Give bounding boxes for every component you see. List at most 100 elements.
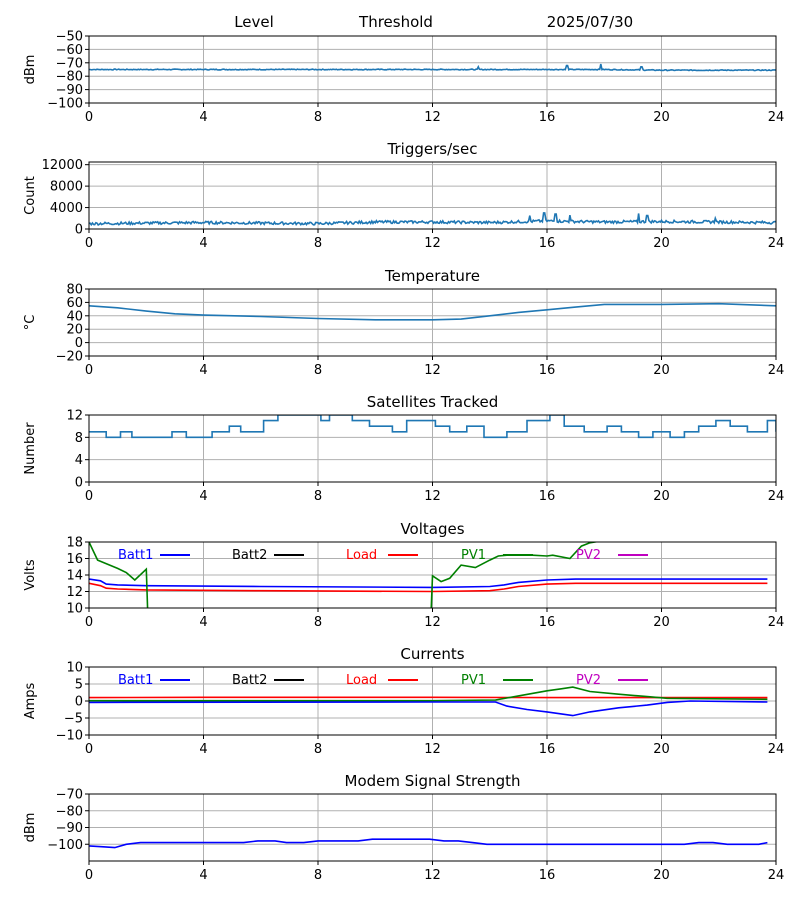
x-tick-label: 24 [768, 236, 785, 251]
x-tick-label: 20 [653, 236, 670, 251]
x-tick-label: 8 [314, 742, 322, 757]
y-tick-label: −5 [64, 712, 83, 727]
header-level: Level [234, 13, 274, 31]
plot-area [89, 686, 768, 717]
y-tick-label: 14 [66, 569, 83, 584]
plot-area [89, 302, 776, 321]
x-tick-label: 24 [768, 868, 785, 883]
legend-label: Load [346, 673, 377, 688]
y-tick-label: −50 [56, 30, 83, 45]
plot-area [89, 415, 776, 439]
x-tick-label: 12 [424, 615, 441, 630]
legend-label: PV1 [461, 673, 486, 688]
y-tick-label: −100 [47, 838, 83, 853]
x-tick-label: 0 [85, 742, 93, 757]
x-tick-label: 0 [85, 236, 93, 251]
x-tick-label: 24 [768, 615, 785, 630]
y-tick-label: 0 [75, 695, 83, 710]
legend-label: PV2 [576, 673, 601, 688]
x-tick-label: 12 [424, 110, 441, 125]
chart-title: Voltages [400, 520, 464, 538]
header-date: 2025/07/30 [547, 13, 633, 31]
series-line-data [89, 415, 776, 439]
series-line-data [89, 212, 776, 227]
x-tick-label: 16 [539, 236, 556, 251]
legend-label: Batt1 [118, 548, 153, 563]
chart-title: Modem Signal Strength [345, 772, 521, 790]
x-tick-label: 8 [314, 489, 322, 504]
plot-area [89, 63, 776, 72]
plot-area [89, 838, 768, 849]
legend-label: PV2 [576, 548, 601, 563]
x-tick-label: 24 [768, 489, 785, 504]
series-line-pv1 [89, 686, 768, 702]
y-axis-label: dBm [23, 55, 38, 85]
x-tick-label: 20 [653, 110, 670, 125]
legend-label: Batt1 [118, 673, 153, 688]
y-tick-label: 16 [66, 552, 83, 567]
series-line-batt1 [89, 700, 768, 717]
y-tick-label: 8 [75, 431, 83, 446]
y-tick-label: −70 [56, 56, 83, 71]
x-tick-label: 16 [539, 110, 556, 125]
y-tick-label: 5 [75, 678, 83, 693]
y-tick-label: 0 [75, 223, 83, 238]
y-tick-label: 60 [66, 296, 83, 311]
x-tick-label: 4 [199, 110, 207, 125]
x-tick-label: 20 [653, 868, 670, 883]
x-tick-label: 4 [199, 742, 207, 757]
x-tick-label: 24 [768, 742, 785, 757]
y-tick-label: 12000 [42, 158, 83, 173]
x-tick-label: 4 [199, 489, 207, 504]
legend-label: Load [346, 548, 377, 563]
x-tick-label: 0 [85, 615, 93, 630]
chart-title: Satellites Tracked [367, 393, 498, 411]
chart-title: Currents [400, 645, 464, 663]
y-axis-label: Volts [23, 559, 38, 591]
y-axis-label: Amps [23, 682, 38, 719]
x-tick-label: 16 [539, 868, 556, 883]
x-tick-label: 4 [199, 868, 207, 883]
y-tick-label: −90 [56, 83, 83, 98]
chart-title: Triggers/sec [387, 140, 478, 158]
y-tick-label: 8000 [50, 180, 83, 195]
y-tick-label: 20 [66, 323, 83, 338]
x-tick-label: 8 [314, 363, 322, 378]
y-tick-label: 40 [66, 309, 83, 324]
x-tick-label: 0 [85, 363, 93, 378]
y-axis-label: dBm [23, 813, 38, 843]
legend-label: Batt2 [232, 673, 267, 688]
y-axis-label: °C [23, 315, 38, 331]
series-line-pv1 [89, 542, 149, 608]
x-tick-label: 4 [199, 236, 207, 251]
y-tick-label: −80 [56, 804, 83, 819]
x-tick-label: 4 [199, 615, 207, 630]
y-tick-label: −20 [56, 350, 83, 365]
y-axis-label: Number [23, 422, 38, 475]
y-tick-label: −80 [56, 70, 83, 85]
y-tick-label: −90 [56, 821, 83, 836]
y-tick-label: 12 [66, 585, 83, 600]
y-tick-label: 10 [66, 661, 83, 676]
y-tick-label: 4000 [50, 201, 83, 216]
y-tick-label: 0 [75, 336, 83, 351]
x-tick-label: 8 [314, 110, 322, 125]
y-tick-label: −100 [47, 97, 83, 112]
y-tick-label: −10 [56, 729, 83, 744]
y-tick-label: −70 [56, 788, 83, 803]
x-tick-label: 16 [539, 742, 556, 757]
legend-label: PV1 [461, 548, 486, 563]
x-tick-label: 24 [768, 363, 785, 378]
x-tick-label: 20 [653, 742, 670, 757]
plot-area [89, 212, 776, 227]
legend-label: Batt2 [232, 548, 267, 563]
x-tick-label: 16 [539, 489, 556, 504]
x-tick-label: 8 [314, 615, 322, 630]
series-line-data [89, 302, 776, 321]
y-tick-label: 80 [66, 283, 83, 298]
x-tick-label: 8 [314, 236, 322, 251]
y-tick-label: 18 [66, 536, 83, 551]
